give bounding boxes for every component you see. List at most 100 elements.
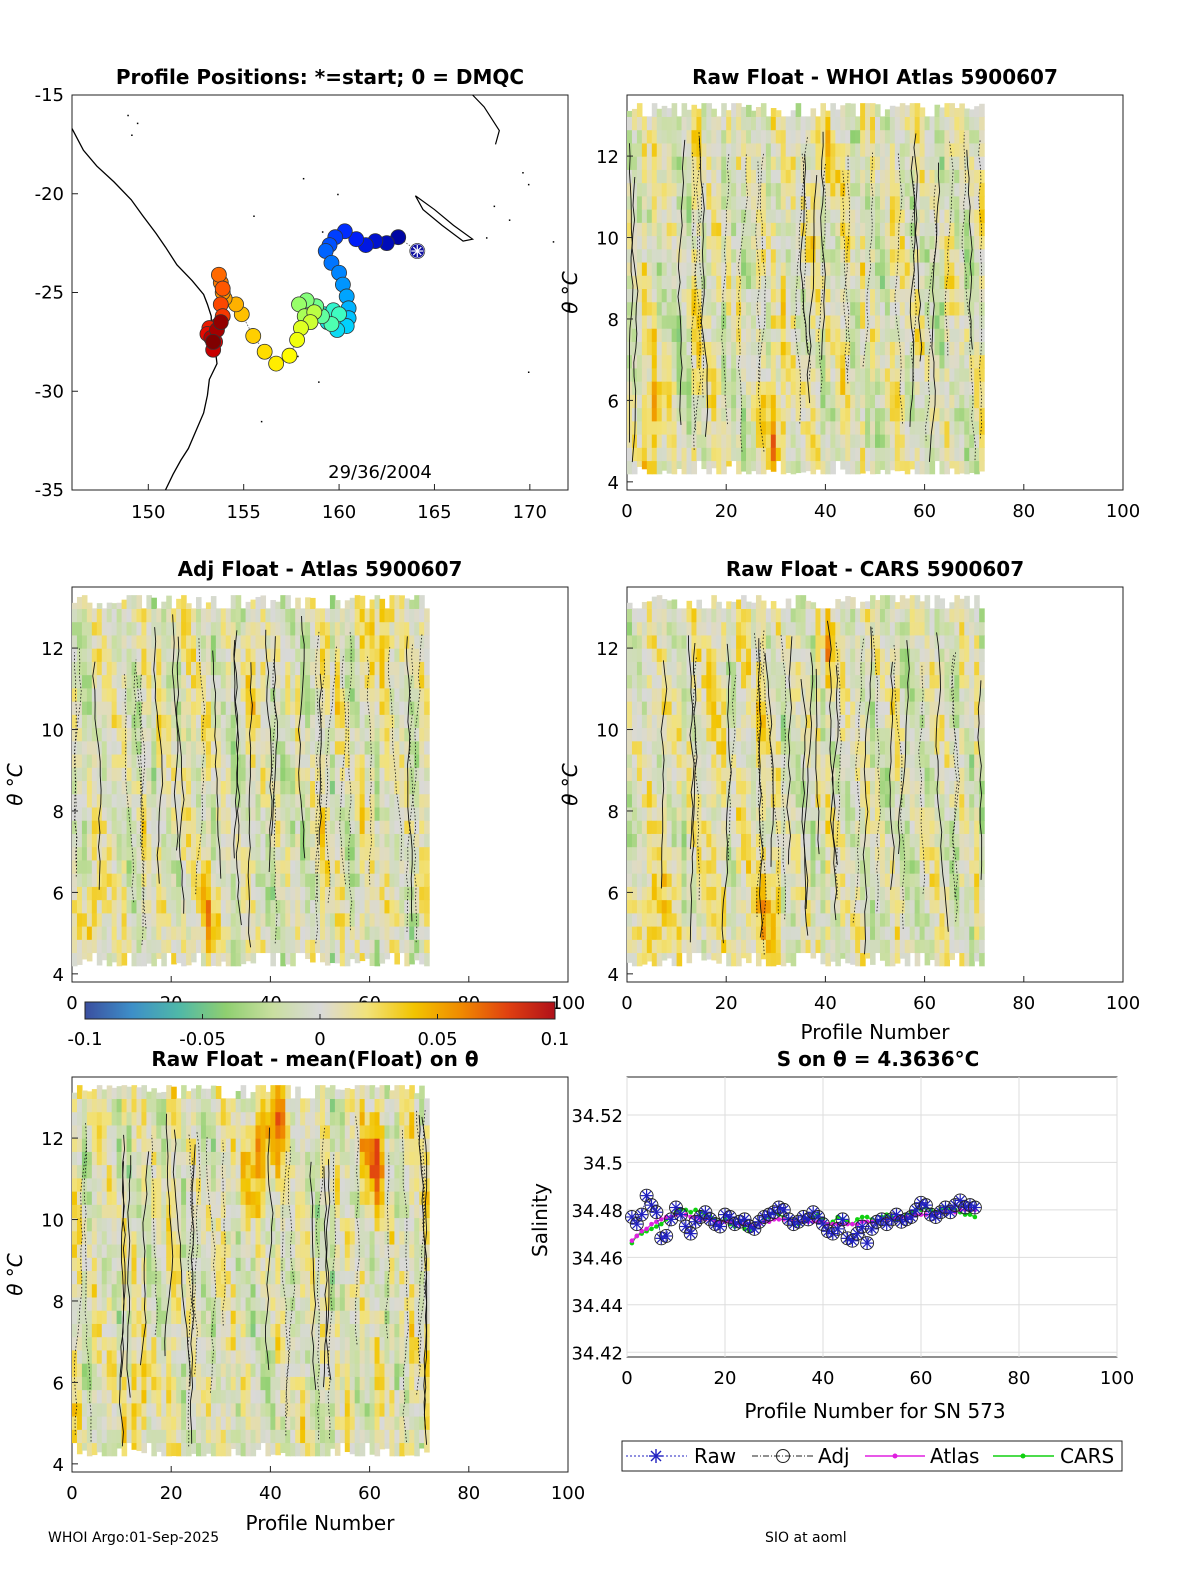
heatmap-cell [959,447,965,462]
heatmap-cell [701,381,707,395]
heatmap-cell [795,235,802,250]
heatmap-cell [414,740,420,755]
heatmap-cell [359,661,366,676]
heatmap-cell [329,687,336,702]
heatmap-cell [969,381,975,395]
heatmap-cell [706,727,712,742]
heatmap-cell [265,873,271,887]
heatmap-cell [825,275,831,290]
heatmap-cell [315,621,321,636]
heatmap-cell [746,460,752,475]
heatmap-cell [760,687,767,702]
heatmap-cell [250,714,257,729]
heatmap-cell [716,116,722,131]
heatmap-cell [91,740,98,755]
heatmap-cell [755,460,762,475]
heatmap-cell [394,714,400,729]
heatmap-cell [820,169,826,184]
heatmap-cell [840,248,846,263]
heatmap-cell [726,110,732,117]
heatmap-cell [741,767,747,782]
heatmap-cell [215,780,222,795]
heatmap-cell [840,381,846,395]
heatmap-cell [875,104,881,117]
heatmap-cell [106,687,113,702]
heatmap-cell [736,714,742,729]
heatmap-cell [339,926,346,940]
heatmap-cell [399,846,405,861]
heatmap-cell [86,767,93,782]
heatmap-cell [904,222,911,237]
heatmap-cell [706,222,712,237]
heatmap-cell [91,648,98,662]
heatmap-cell [126,846,133,861]
heatmap-cell [765,182,772,197]
heatmap-cell [656,661,663,676]
heatmap-cell [681,701,688,715]
heatmap-cell [676,767,683,782]
heatmap-cell [671,939,678,954]
heatmap-cell [751,926,757,940]
heatmap-cell [731,846,737,861]
heatmap-cell [250,899,257,914]
heatmap-cell [661,222,668,237]
heatmap-cell [414,793,420,808]
heatmap-cell [939,288,946,303]
heatmap-cell [424,621,430,636]
heatmap-cell [904,156,911,170]
heatmap-cell [721,169,727,184]
heatmap-cell [315,727,321,742]
heatmap-cell [845,169,851,184]
heatmap-cell [156,740,162,755]
heatmap-cell [419,899,425,914]
heatmap-cell [225,952,232,967]
heatmap-cell [121,674,128,689]
heatmap-cell [334,661,341,676]
heatmap-cell [770,447,777,462]
heatmap-cell [646,381,653,395]
heatmap-cell [641,235,648,250]
heatmap-cell [760,169,767,184]
heatmap-cell [894,381,901,395]
heatmap-cell [364,767,371,782]
heatmap-cell [374,833,381,848]
heatmap-cell [860,288,866,303]
heatmap-cell [250,753,257,768]
heatmap-cell [711,108,717,117]
heatmap-cell [240,701,247,715]
heatmap-cell [706,806,712,821]
heatmap-cell [751,859,757,874]
heatmap-cell [711,447,717,462]
heatmap-cell [379,727,386,742]
heatmap-cell [835,447,841,462]
heatmap-cell [760,833,767,848]
heatmap-cell [414,714,420,729]
heatmap-cell [424,926,430,940]
heatmap-cell [899,103,906,117]
heatmap-cell [731,661,737,676]
heatmap-cell [899,142,906,157]
heatmap-cell [136,952,143,967]
heatmap-cell [855,354,861,369]
heatmap-cell [884,248,891,263]
heatmap-cell [959,275,965,290]
heatmap-cell [681,195,688,210]
heatmap-x-tick-label: 0 [621,501,632,522]
heatmap-cell [96,687,103,702]
heatmap-cell [315,846,321,861]
heatmap-cell [186,899,192,914]
heatmap-cell [785,169,792,184]
heatmap-cell [245,939,252,954]
heatmap-cell [656,793,663,808]
heatmap-cell [116,793,123,808]
heatmap-cell [909,116,916,131]
heatmap-cell [726,129,732,144]
heatmap-cell [131,886,138,901]
heatmap-cell [810,420,817,435]
heatmap-cell [200,714,207,729]
heatmap-cell [924,328,931,342]
heatmap-cell [344,740,351,755]
heatmap-cell [760,714,767,729]
heatmap-cell [196,859,202,874]
heatmap-cell [369,714,376,729]
